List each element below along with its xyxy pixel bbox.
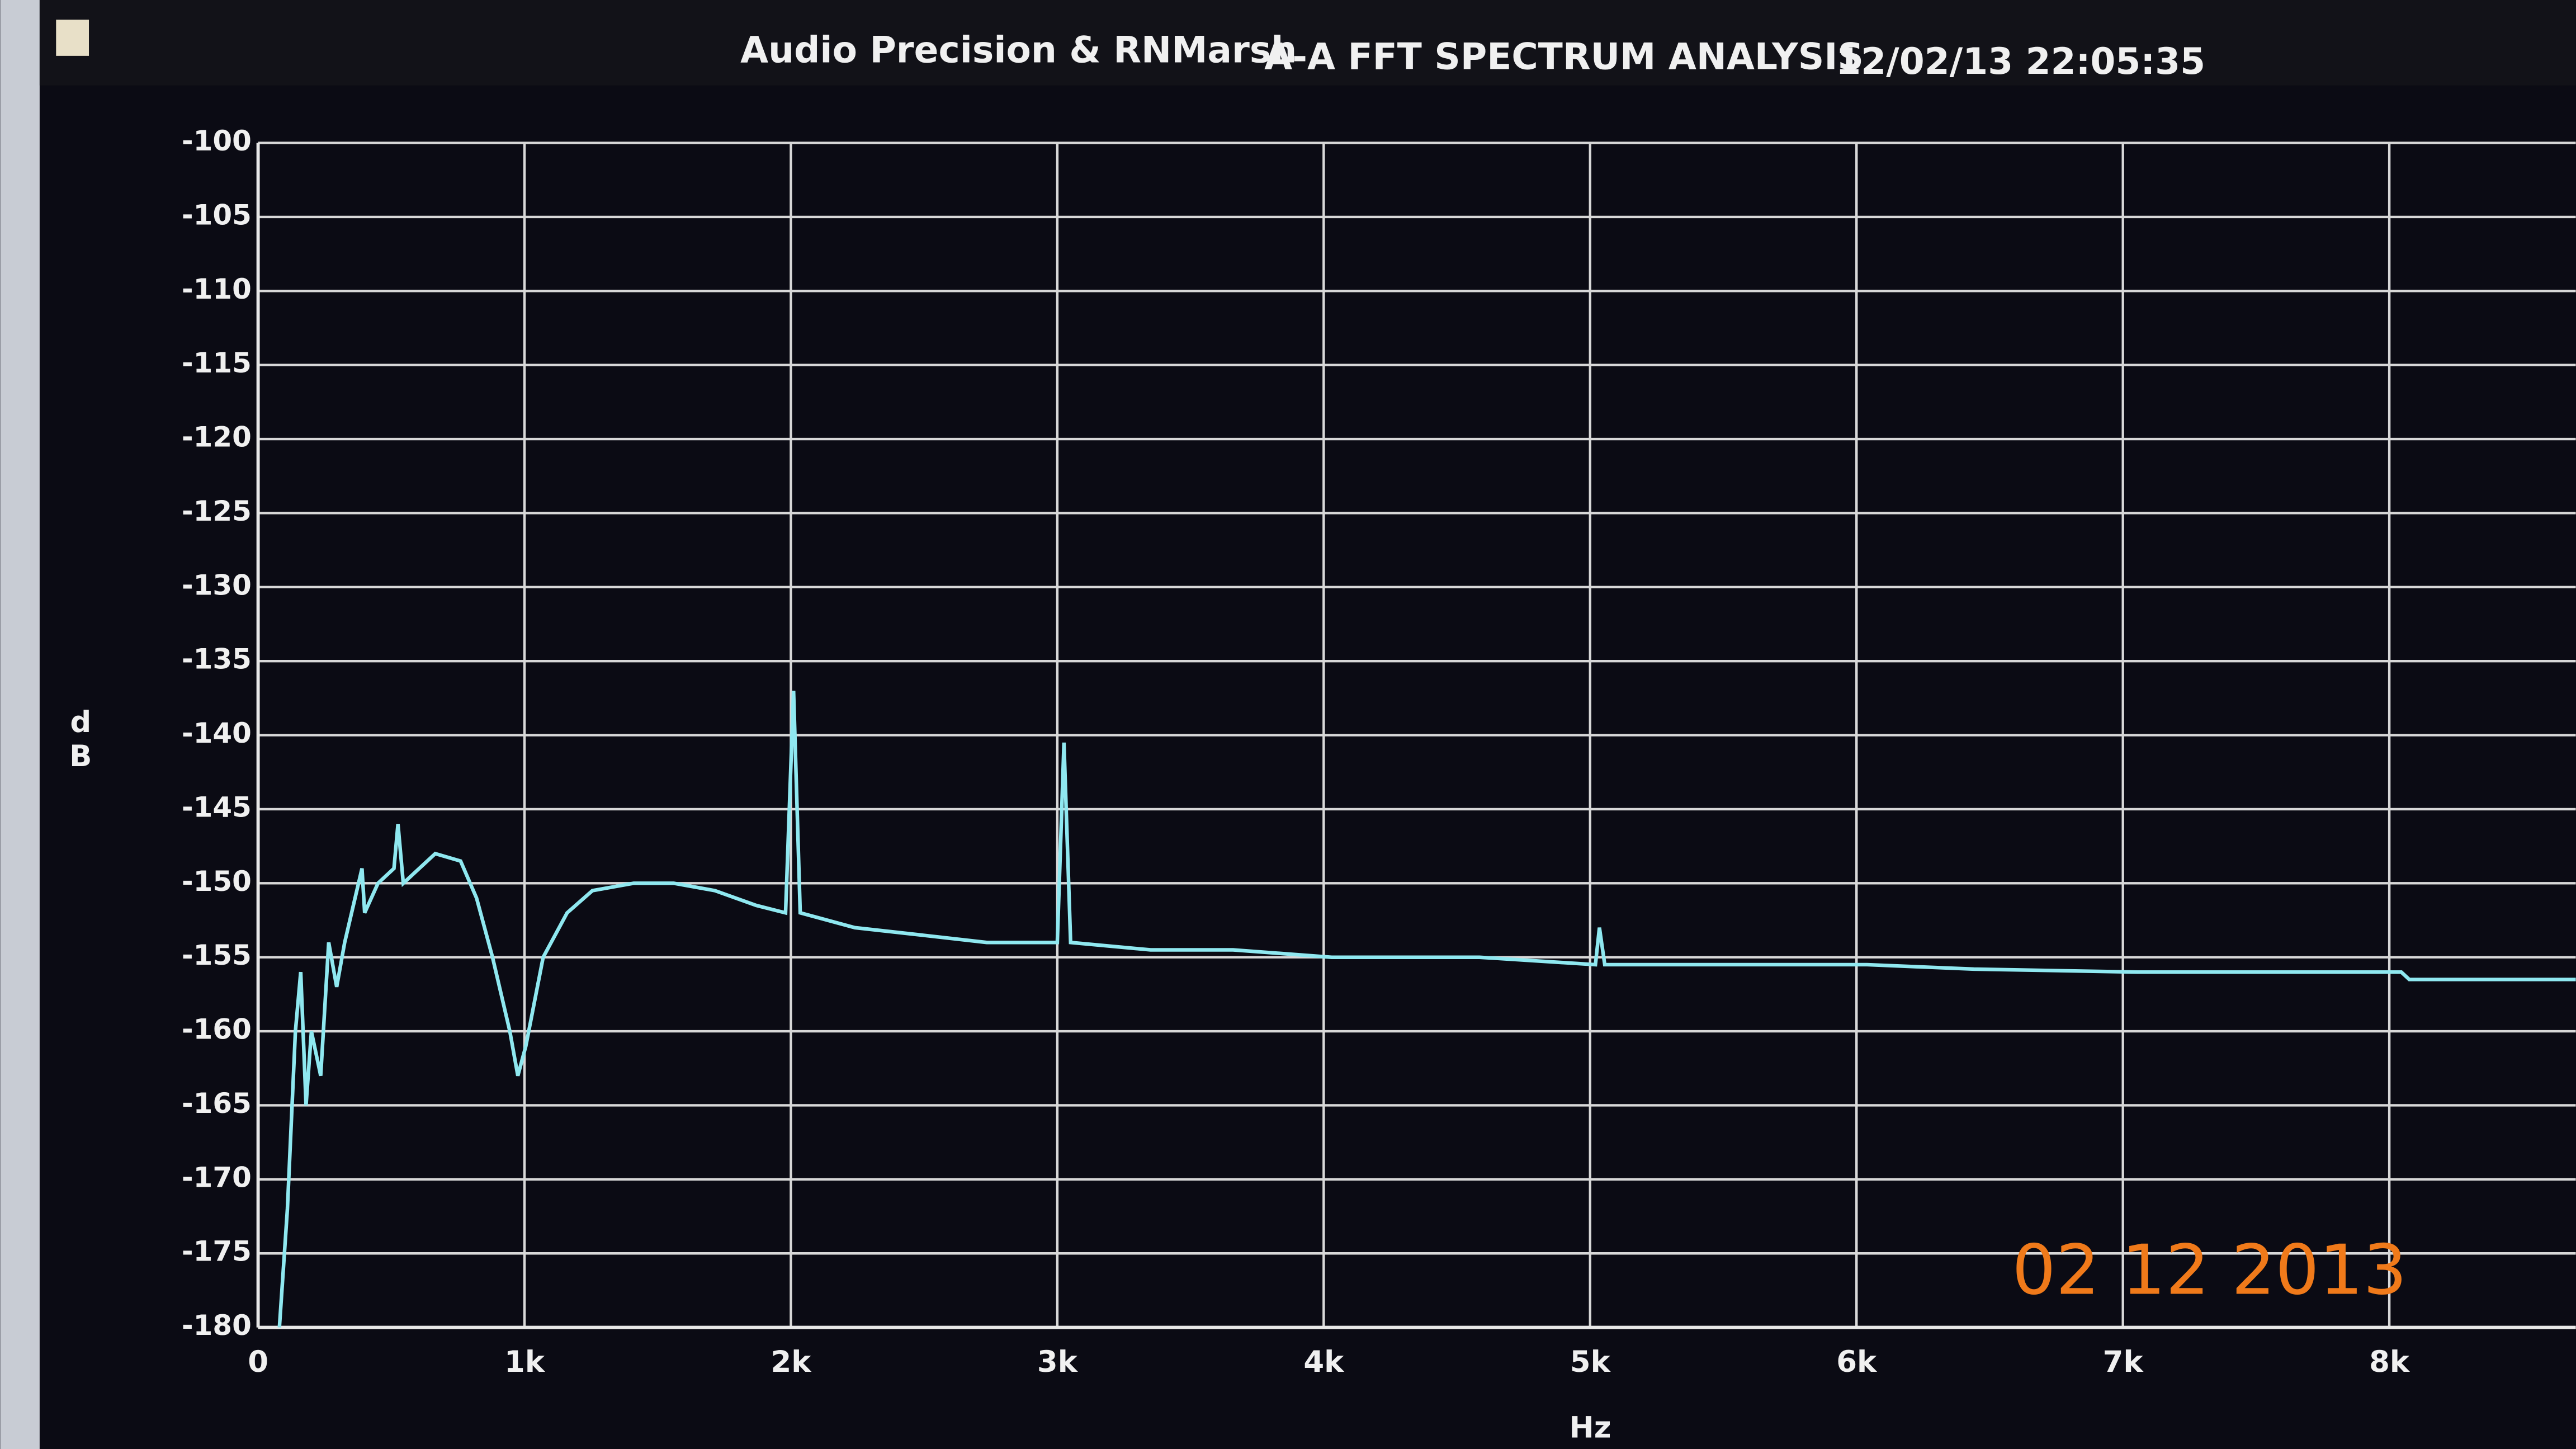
y-tick-label: -175 <box>182 1235 252 1268</box>
chart-title: Audio Precision & RNMarsh <box>740 30 1297 72</box>
y-tick-label: -135 <box>182 643 252 676</box>
y-tick-label: -120 <box>182 421 252 454</box>
x-tick-label: 4k <box>1303 1345 1345 1379</box>
y-axis-label: dB <box>64 705 98 773</box>
y-tick-label: -110 <box>182 273 252 305</box>
y-tick-label: -140 <box>182 717 252 749</box>
y-tick-label: -130 <box>182 569 252 601</box>
title-bar <box>39 0 2576 86</box>
x-tick-label: 2k <box>771 1345 812 1379</box>
x-tick-label: 7k <box>2103 1345 2144 1379</box>
date-stamp: 02 12 2013 <box>2012 1230 2407 1310</box>
window-edge <box>0 0 40 1449</box>
y-tick-label: -115 <box>182 347 252 379</box>
x-axis-label: Hz <box>1570 1410 1611 1445</box>
y-tick-label: -180 <box>182 1309 252 1342</box>
y-tick-label: -100 <box>182 125 252 157</box>
chart-subtitle: A-A FFT SPECTRUM ANALYSIS <box>1264 36 1864 78</box>
x-tick-label: 0 <box>248 1345 268 1379</box>
series-line <box>277 691 2576 1328</box>
y-tick-label: -105 <box>182 199 252 231</box>
timestamp: 12/02/13 22:05:35 <box>1836 41 2205 83</box>
y-tick-label: -125 <box>182 495 252 527</box>
y-tick-label: -165 <box>182 1087 252 1120</box>
x-tick-label: 1k <box>504 1345 546 1379</box>
x-tick-label: 5k <box>1570 1345 1611 1379</box>
y-tick-label: -150 <box>182 865 252 898</box>
app-icon <box>56 20 89 56</box>
y-tick-label: -170 <box>182 1161 252 1193</box>
y-tick-label: -145 <box>182 791 252 823</box>
x-tick-label: 3k <box>1037 1345 1079 1379</box>
y-tick-label: -155 <box>182 939 252 971</box>
y-tick-label: -160 <box>182 1013 252 1046</box>
x-tick-label: 6k <box>1836 1345 1878 1379</box>
x-tick-label: 8k <box>2369 1345 2410 1379</box>
